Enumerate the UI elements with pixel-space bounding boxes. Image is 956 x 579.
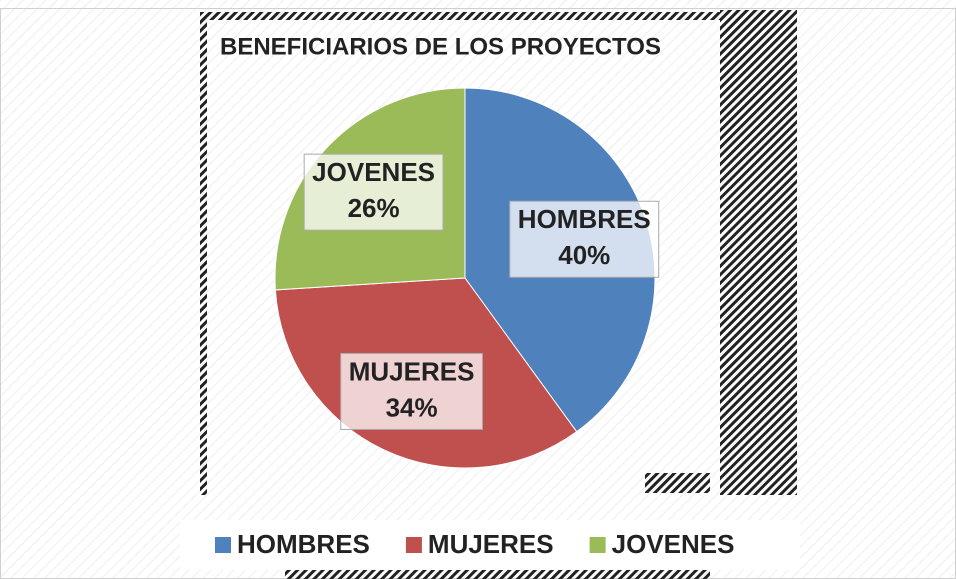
legend-label: HOMBRES bbox=[237, 529, 370, 559]
data-label: MUJERES 34% bbox=[340, 352, 483, 430]
legend-swatch bbox=[405, 537, 422, 553]
hatch bbox=[200, 12, 720, 20]
hatch bbox=[200, 12, 207, 495]
legend-label: JOVENES bbox=[612, 529, 735, 559]
data-label: JOVENES 26% bbox=[303, 153, 444, 231]
hatch bbox=[720, 10, 797, 495]
data-label-value: 34% bbox=[386, 392, 438, 422]
data-label: HOMBRES 40% bbox=[509, 200, 660, 278]
data-label-name: HOMBRES bbox=[518, 204, 651, 234]
data-label-value: 40% bbox=[558, 240, 610, 270]
data-label-box bbox=[303, 153, 444, 231]
data-label-name: MUJERES bbox=[349, 356, 475, 386]
legend-box bbox=[180, 520, 800, 570]
legend-label: MUJERES bbox=[428, 529, 554, 559]
chart-title: BENEFICIARIOS DE LOS PROYECTOS bbox=[220, 33, 661, 60]
data-label-box bbox=[509, 200, 660, 278]
data-label-name: JOVENES bbox=[312, 157, 435, 187]
hatch bbox=[645, 473, 710, 493]
data-label-value: 26% bbox=[348, 193, 400, 223]
legend-swatch bbox=[215, 537, 231, 553]
legend-swatch bbox=[589, 537, 606, 553]
data-label-box bbox=[340, 352, 483, 430]
hatch bbox=[285, 570, 710, 579]
